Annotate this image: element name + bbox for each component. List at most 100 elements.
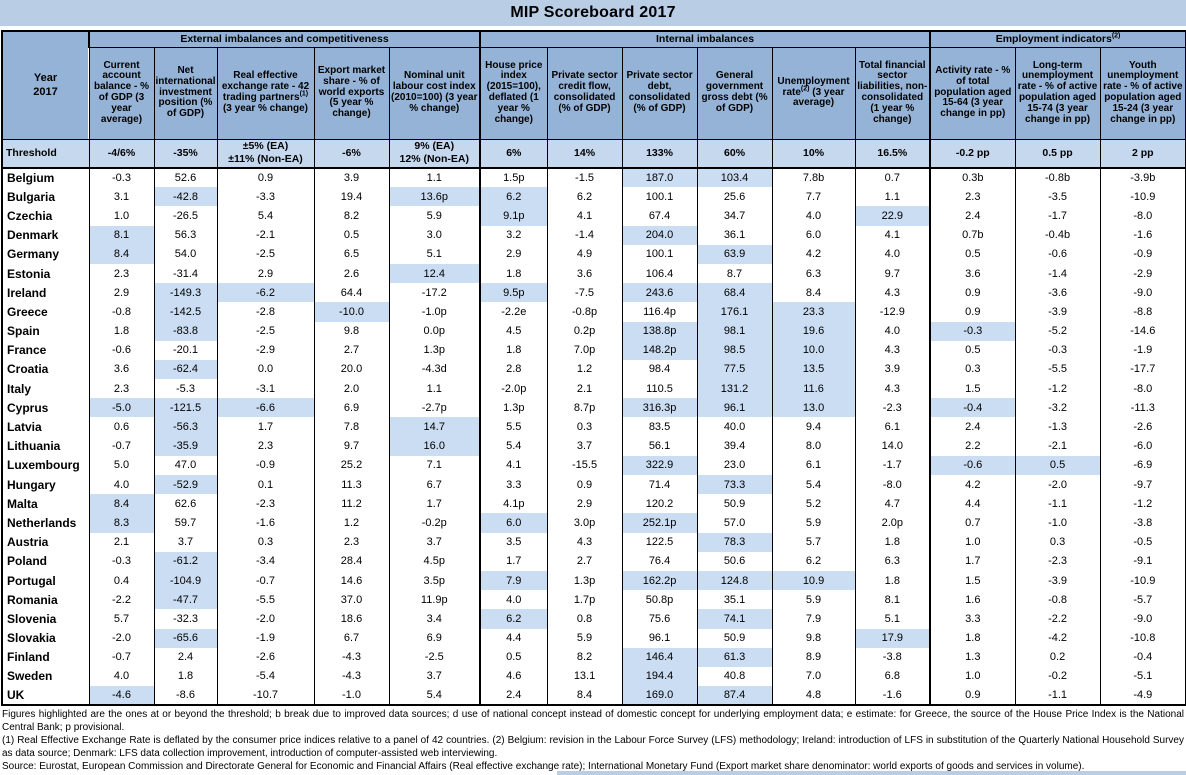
value-cell-gov-debt: 73.3 <box>696 475 773 495</box>
value-cell-export-market-share: 2.0 <box>313 379 390 399</box>
value-cell-unemployment: 11.6 <box>771 379 856 399</box>
value-cell-house-price: 1.7 <box>479 551 548 571</box>
value-cell-financial-liabilities: 1.1 <box>854 187 931 207</box>
value-cell-house-price: 4.1 <box>479 455 548 475</box>
value-cell-house-price: 2.9 <box>479 244 548 264</box>
value-cell-reer: -2.0 <box>216 609 315 629</box>
value-cell-private-debt: 162.2p <box>621 570 698 591</box>
threshold-current-account: -4/6% <box>88 138 155 169</box>
value-cell-long-term-unemployment: -1.3 <box>1014 417 1101 437</box>
value-cell-financial-liabilities: -1.6 <box>854 686 931 706</box>
value-cell-export-market-share: 2.7 <box>313 340 390 360</box>
group-header-2: Employment indicators(2) <box>929 30 1186 48</box>
value-cell-long-term-unemployment: -2.3 <box>1014 551 1101 571</box>
value-cell-activity-rate: 1.6 <box>929 590 1016 610</box>
value-cell-financial-liabilities: 8.1 <box>854 590 931 610</box>
value-cell-private-debt: 243.6 <box>621 283 698 303</box>
table-row: Luxembourg 5.0 47.0 -0.9 25.2 7.1 4.1 -15.5 322.… <box>1 455 1186 475</box>
value-cell-unemployment: 10.9 <box>771 570 856 591</box>
value-cell-long-term-unemployment: -3.2 <box>1014 398 1101 418</box>
value-cell-house-price: 6.2 <box>479 187 548 207</box>
value-cell-current-account: 4.0 <box>88 666 155 687</box>
value-cell-nulc: 5.4 <box>388 686 481 706</box>
value-cell-reer: -2.5 <box>216 321 315 341</box>
value-cell-niip: -65.6 <box>153 628 218 648</box>
table-row: Netherlands 8.3 59.7 -1.6 1.2 -0.2p 6.0 3.0p 252… <box>1 513 1186 533</box>
value-cell-activity-rate: 0.7 <box>929 513 1016 533</box>
group-header-0: External imbalances and competitiveness <box>87 30 482 48</box>
value-cell-youth-unemployment: -11.3 <box>1099 398 1186 418</box>
value-cell-gov-debt: 50.9 <box>696 494 773 514</box>
table-row: Finland -0.7 2.4 -2.6 -4.3 -2.5 0.5 8.2 146.4 61.… <box>1 647 1186 667</box>
table-head: Year 2017 External imbalances and competi… <box>1 30 1186 169</box>
value-cell-long-term-unemployment: 0.5 <box>1014 455 1101 475</box>
value-cell-current-account: 3.6 <box>88 359 155 380</box>
table-row: Slovenia 5.7 -32.3 -2.0 18.6 3.4 6.2 0.8 75.6 74.… <box>1 609 1186 629</box>
value-cell-export-market-share: 20.0 <box>313 359 390 380</box>
value-cell-export-market-share: -1.0 <box>313 686 390 706</box>
table-row: Latvia 0.6 -56.3 1.7 7.8 14.7 5.5 0.3 83.5 40.0 9.… <box>1 417 1186 437</box>
value-cell-reer: -1.6 <box>216 513 315 533</box>
value-cell-nulc: 5.1 <box>388 244 481 264</box>
value-cell-niip: -31.4 <box>153 263 218 284</box>
value-cell-nulc: 14.7 <box>388 417 481 437</box>
value-cell-youth-unemployment: -1.2 <box>1099 494 1186 514</box>
value-cell-export-market-share: 1.2 <box>313 513 390 533</box>
value-cell-youth-unemployment: -8.0 <box>1099 206 1186 226</box>
value-cell-youth-unemployment: -5.7 <box>1099 590 1186 610</box>
value-cell-unemployment: 6.1 <box>771 455 856 475</box>
year-header: Year 2017 <box>1 30 90 140</box>
value-cell-financial-liabilities: -1.7 <box>854 455 931 475</box>
value-cell-niip: -26.5 <box>153 206 218 226</box>
value-cell-export-market-share: 8.2 <box>313 206 390 226</box>
table-row: Austria 2.1 3.7 0.3 2.3 3.7 3.5 4.3 122.5 78.3 5.7… <box>1 532 1186 552</box>
table-row: Slovakia -2.0 -65.6 -1.9 6.7 6.9 4.4 5.9 96.1 50.… <box>1 628 1186 648</box>
value-cell-financial-liabilities: -3.8 <box>854 647 931 667</box>
value-cell-private-debt: 148.2p <box>621 340 698 360</box>
value-cell-private-credit-flow: 1.3p <box>546 570 623 591</box>
table-row: Estonia 2.3 -31.4 2.9 2.6 12.4 1.8 3.6 106.4 8.7 6… <box>1 263 1186 284</box>
value-cell-current-account: -0.6 <box>88 340 155 360</box>
value-cell-reer: -2.8 <box>216 302 315 322</box>
value-cell-house-price: 4.6 <box>479 666 548 687</box>
footnotes: Figures highlighted are the ones at or b… <box>2 709 1184 774</box>
value-cell-niip: 47.0 <box>153 455 218 475</box>
value-cell-reer: 0.3 <box>216 532 315 552</box>
value-cell-financial-liabilities: 4.7 <box>854 494 931 514</box>
value-cell-export-market-share: 7.8 <box>313 417 390 437</box>
value-cell-gov-debt: 50.6 <box>696 551 773 571</box>
value-cell-current-account: 2.3 <box>88 263 155 284</box>
value-cell-youth-unemployment: -3.8 <box>1099 513 1186 533</box>
col-header-youth-unemployment: Youth unemployment rate - % of active po… <box>1099 46 1186 140</box>
value-cell-current-account: 5.7 <box>88 609 155 629</box>
value-cell-unemployment: 7.9 <box>771 609 856 629</box>
value-cell-export-market-share: 9.7 <box>313 436 390 456</box>
column-header-row: Current account balance - % of GDP (3 ye… <box>2 46 1186 140</box>
country-label: Austria <box>1 532 90 552</box>
value-cell-niip: -52.9 <box>153 475 218 495</box>
value-cell-private-credit-flow: 2.9 <box>546 494 623 514</box>
value-cell-private-debt: 106.4 <box>621 263 698 284</box>
value-cell-long-term-unemployment: -3.6 <box>1014 283 1101 303</box>
value-cell-activity-rate: 1.8 <box>929 628 1016 648</box>
value-cell-current-account: -0.3 <box>88 551 155 571</box>
country-label: Latvia <box>1 417 90 437</box>
value-cell-private-credit-flow: 8.2 <box>546 647 623 667</box>
value-cell-current-account: -0.3 <box>88 168 155 188</box>
value-cell-house-price: 5.4 <box>479 436 548 456</box>
value-cell-nulc: -17.2 <box>388 283 481 303</box>
threshold-gov-debt: 60% <box>696 138 773 169</box>
value-cell-long-term-unemployment: -5.2 <box>1014 321 1101 341</box>
value-cell-reer: -2.1 <box>216 225 315 245</box>
table-row: Poland -0.3 -61.2 -3.4 28.4 4.5p 1.7 2.7 76.4 50.… <box>1 551 1186 571</box>
value-cell-private-credit-flow: 4.9 <box>546 244 623 264</box>
value-cell-export-market-share: 18.6 <box>313 609 390 629</box>
value-cell-activity-rate: 0.3b <box>929 168 1016 188</box>
value-cell-gov-debt: 63.9 <box>696 244 773 264</box>
value-cell-niip: -47.7 <box>153 590 218 610</box>
value-cell-financial-liabilities: 9.7 <box>854 263 931 284</box>
value-cell-financial-liabilities: 1.8 <box>854 532 931 552</box>
value-cell-gov-debt: 50.9 <box>696 628 773 648</box>
value-cell-house-price: 4.1p <box>479 494 548 514</box>
col-header-nulc: Nominal unit labour cost index (2010=100… <box>388 46 481 140</box>
